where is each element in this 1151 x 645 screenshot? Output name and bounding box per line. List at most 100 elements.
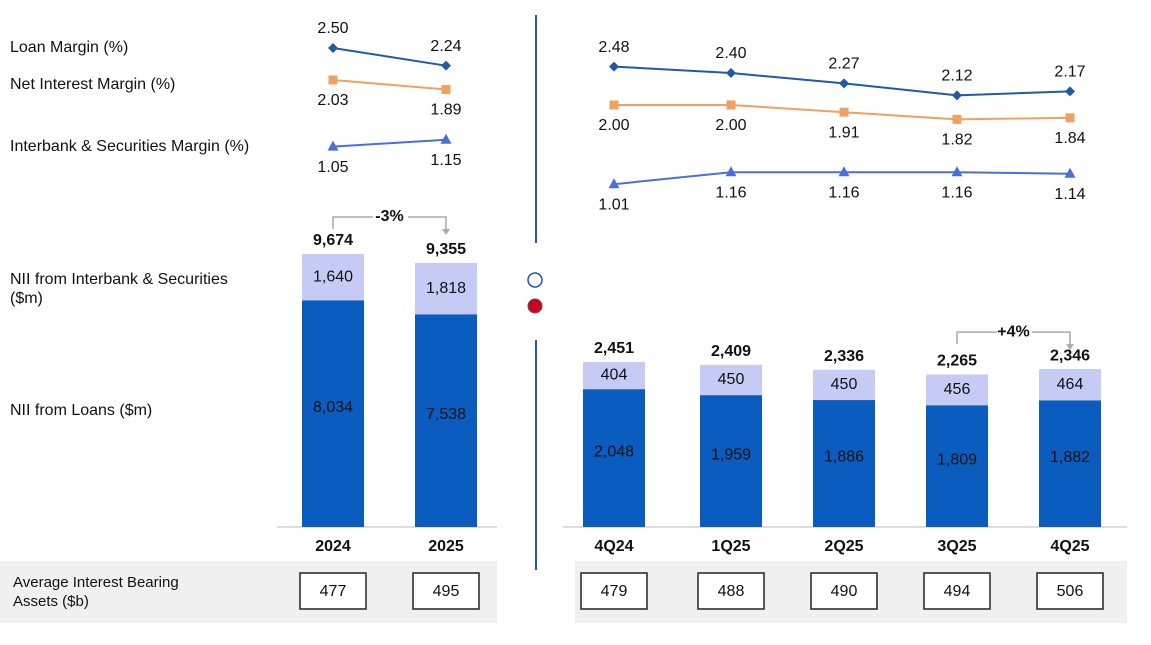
- bar: [583, 389, 645, 527]
- line-marker: [725, 166, 737, 177]
- nav-dot[interactable]: [527, 298, 543, 314]
- total-label: 9,355: [426, 241, 466, 258]
- line-label: 1.01: [598, 196, 629, 213]
- nav-dot[interactable]: [527, 272, 543, 288]
- total-label: 9,674: [313, 232, 353, 249]
- bar-label: 1,886: [824, 449, 864, 466]
- total-label: 2,265: [937, 353, 977, 370]
- series-name: NII from Interbank & Securities ($m): [10, 271, 228, 307]
- bar: [302, 300, 364, 527]
- asset-box: [1036, 572, 1104, 610]
- change-arrow: [1066, 344, 1074, 351]
- line-marker: [839, 78, 849, 89]
- assets-label: Average Interest Bearing Assets ($b): [13, 574, 179, 610]
- bar-label: 7,538: [426, 406, 466, 423]
- line: [332, 78, 447, 91]
- line-marker: [1065, 113, 1075, 123]
- line-label: 2.00: [715, 117, 746, 134]
- line-label: 2.27: [828, 56, 859, 73]
- x-tick-label: 2Q25: [824, 538, 863, 555]
- series-name: Interbank & Securities Margin (%): [10, 138, 250, 155]
- line-label: 2.24: [430, 38, 461, 55]
- x-tick-label: 1Q25: [711, 538, 750, 555]
- line-marker: [441, 60, 451, 71]
- bar-label: 2,048: [594, 443, 634, 460]
- line-label: 1.89: [430, 102, 461, 119]
- change-label: -3%: [375, 208, 403, 225]
- bar: [1039, 400, 1101, 527]
- line-label: 1.15: [430, 152, 461, 169]
- bar-label: 456: [944, 381, 971, 398]
- bar: [700, 395, 762, 527]
- line-marker: [327, 140, 339, 151]
- x-tick-label: 4Q24: [594, 538, 633, 555]
- total-label: 2,336: [824, 348, 864, 365]
- asset-value: 479: [601, 583, 628, 600]
- line-label: 1.16: [941, 184, 972, 201]
- bar: [813, 400, 875, 527]
- bar-label: 450: [831, 376, 858, 393]
- line-label: 1.91: [828, 124, 859, 141]
- change-arrow: [442, 229, 450, 235]
- bar-label: 8,034: [313, 399, 353, 416]
- series-name: Net Interest Margin (%): [10, 76, 176, 93]
- line-marker: [1064, 167, 1076, 178]
- bar: [583, 361, 645, 390]
- asset-box: [697, 572, 765, 610]
- bar: [926, 374, 988, 406]
- bar-label: 404: [601, 367, 628, 384]
- line: [332, 47, 447, 67]
- asset-value: 477: [320, 583, 347, 600]
- line-marker: [1065, 86, 1075, 97]
- line: [332, 138, 447, 148]
- line-label: 1.82: [941, 132, 972, 149]
- asset-value: 506: [1057, 583, 1084, 600]
- line-label: 2.12: [941, 68, 972, 85]
- bar-label: 450: [718, 371, 745, 388]
- change-bracket: [956, 331, 1071, 347]
- bar: [302, 254, 364, 301]
- asset-box: [923, 572, 991, 610]
- bar-label: 1,809: [937, 451, 977, 468]
- line-label: 2.00: [598, 117, 629, 134]
- asset-value: 490: [831, 583, 858, 600]
- line-marker: [839, 107, 849, 117]
- bar-label: 1,640: [313, 268, 353, 285]
- series-name: Loan Margin (%): [10, 39, 129, 56]
- line-label: 2.50: [317, 20, 348, 37]
- asset-box: [299, 572, 367, 610]
- line-label: 1.14: [1054, 186, 1085, 203]
- line-label: 1.16: [828, 184, 859, 201]
- line-marker: [726, 100, 736, 110]
- x-tick-label: 3Q25: [937, 538, 976, 555]
- asset-box: [810, 572, 878, 610]
- x-tick-label: 4Q25: [1050, 538, 1089, 555]
- change-bracket: [332, 216, 447, 231]
- line-label: 2.17: [1054, 64, 1085, 81]
- asset-value: 488: [718, 583, 745, 600]
- bar: [415, 314, 477, 527]
- x-tick-label: 2025: [428, 538, 464, 555]
- line-label: 2.03: [317, 92, 348, 109]
- line-label: 2.48: [598, 39, 629, 56]
- bar: [415, 262, 477, 315]
- line-marker: [609, 100, 619, 110]
- line-marker: [441, 84, 451, 94]
- bar: [813, 369, 875, 401]
- line-marker: [952, 90, 962, 101]
- total-label: 2,409: [711, 343, 751, 360]
- x-tick-label: 2024: [315, 538, 351, 555]
- series-name: NII from Loans ($m): [10, 402, 153, 419]
- bar: [700, 364, 762, 396]
- line-marker: [328, 43, 338, 53]
- bar: [1039, 369, 1101, 401]
- line-label: 1.05: [317, 159, 348, 176]
- line-marker: [951, 166, 963, 177]
- asset-value: 495: [433, 583, 460, 600]
- line-marker: [726, 68, 736, 78]
- line-label: 2.40: [715, 45, 746, 62]
- line-label: 1.16: [715, 184, 746, 201]
- bar-label: 1,818: [426, 280, 466, 297]
